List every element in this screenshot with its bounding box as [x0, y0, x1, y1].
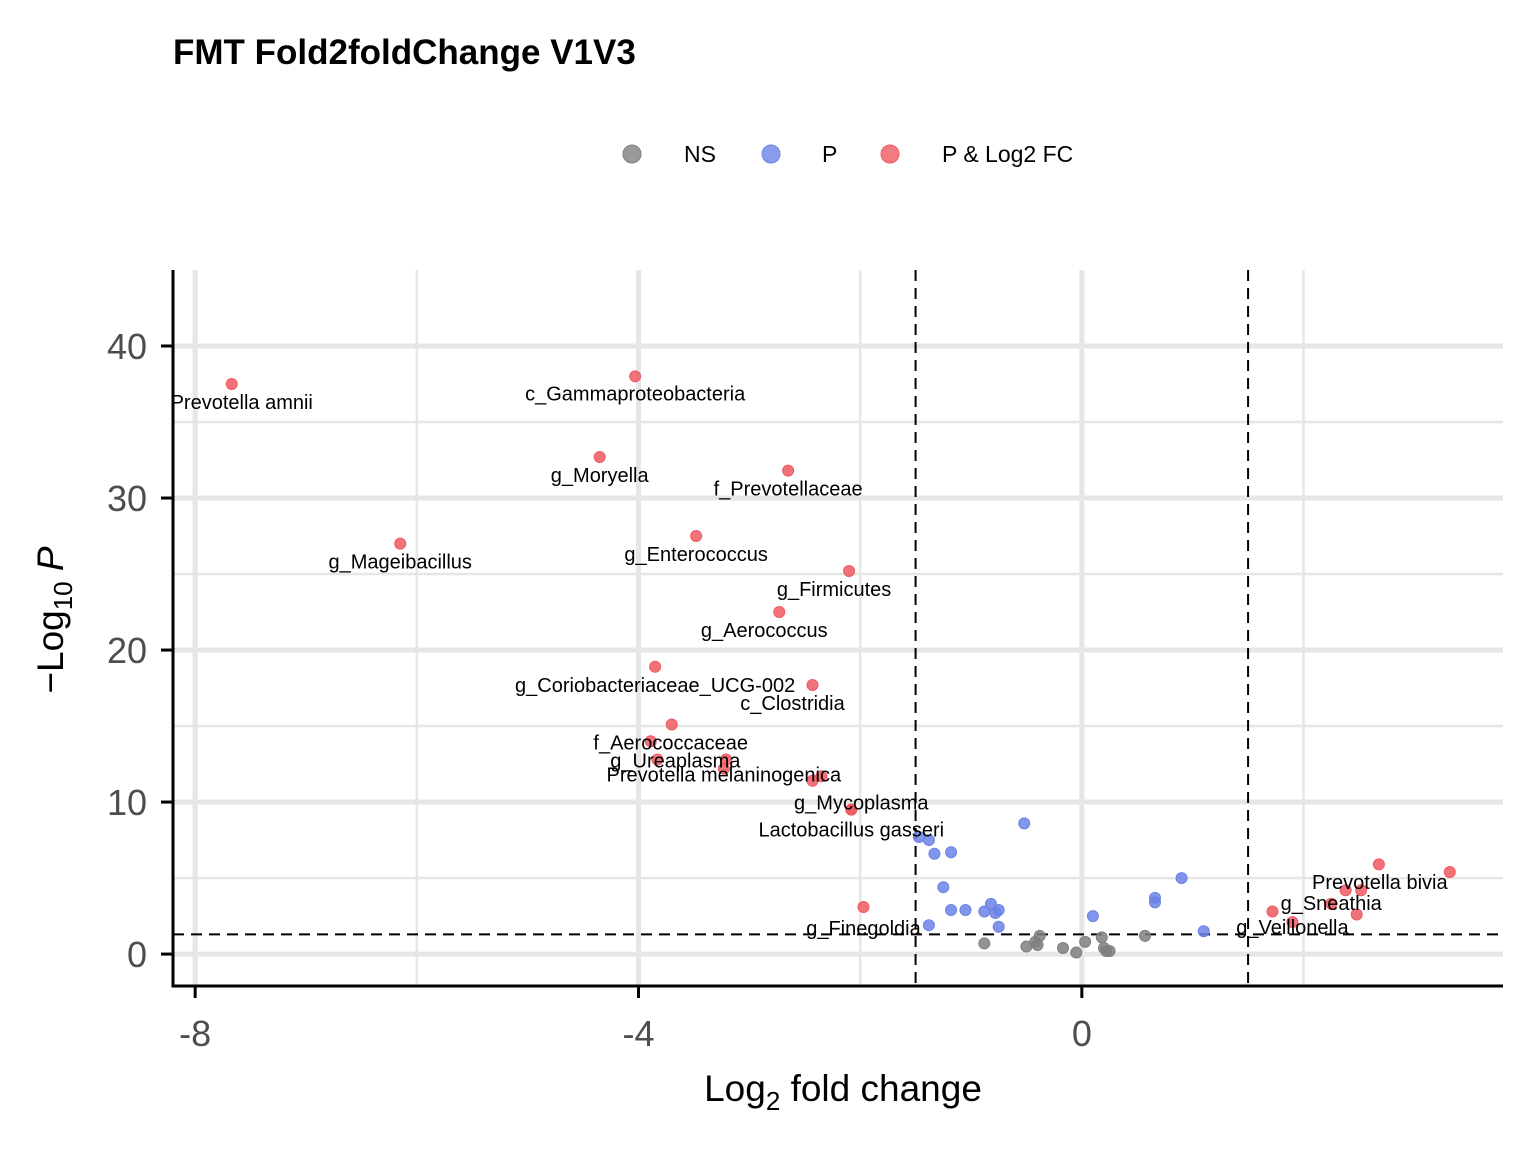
data-point	[773, 606, 786, 619]
point-label: Prevotella melaninogenica	[607, 765, 842, 787]
point-label: f_Aerococcaceae	[593, 732, 748, 754]
y-tick-label: 30	[107, 478, 147, 519]
point-label: c_Clostridia	[740, 693, 845, 715]
data-point	[1372, 858, 1385, 871]
y-axis-label-suffix: P	[30, 546, 71, 581]
data-point	[1079, 935, 1092, 948]
point-label: g_Ureaplasma	[610, 750, 741, 772]
point-label: g_Moryella	[551, 465, 650, 487]
point-label: g_Mageibacillus	[328, 552, 471, 574]
data-point	[225, 378, 238, 391]
data-point	[992, 903, 1005, 916]
data-point	[651, 753, 664, 766]
x-tick-label: -4	[622, 1013, 654, 1054]
data-point	[1339, 884, 1352, 897]
y-tick-label: 20	[107, 630, 147, 671]
data-point	[1018, 817, 1031, 830]
data-point	[717, 762, 730, 775]
legend-marker	[761, 144, 781, 164]
y-tick-label: 10	[107, 782, 147, 823]
data-point	[1350, 908, 1363, 921]
data-point	[857, 900, 870, 913]
point-label: g_Coriobacteriaceae_UCG-002	[515, 675, 795, 697]
point-label: g_Enterococcus	[624, 544, 767, 566]
data-point	[593, 450, 606, 463]
y-tick-label: 40	[107, 326, 147, 367]
point-label: f_Prevotellaceae	[714, 479, 863, 501]
data-point	[1095, 931, 1108, 944]
data-point	[1355, 884, 1368, 897]
data-point	[1266, 905, 1279, 918]
point-label: g_Veillonella	[1236, 917, 1349, 939]
point-label: g_Aerococcus	[701, 620, 828, 642]
y-axis-label-prefix: −Log	[30, 610, 71, 693]
point-label: g_Mycoplasma	[794, 793, 929, 815]
data-point	[922, 834, 935, 847]
y-axis-label-subscript: 10	[48, 581, 78, 610]
axes: 0 10 20 30 40 -8 -4 0	[107, 270, 1503, 1054]
data-point	[945, 846, 958, 859]
x-axis-label-subscript: 2	[766, 1086, 780, 1116]
point-label: g_Firmicutes	[777, 579, 891, 601]
legend-label: P & Log2 FC	[942, 141, 1073, 167]
data-point	[843, 564, 856, 577]
data-point	[1056, 941, 1069, 954]
legend-label: NS	[684, 141, 716, 167]
data-point	[845, 803, 858, 816]
data-point	[644, 735, 657, 748]
chart-title: FMT Fold2foldChange V1V3	[173, 33, 636, 72]
data-point	[394, 537, 407, 550]
legend-marker	[622, 144, 642, 164]
data-point	[1086, 910, 1099, 923]
x-axis-label-suffix: fold change	[780, 1068, 982, 1109]
data-point	[1286, 916, 1299, 929]
data-points	[225, 370, 1456, 959]
grid	[173, 270, 1503, 986]
legend: NS P P & Log2 FC	[622, 141, 1073, 167]
data-point	[806, 679, 819, 692]
data-point	[945, 903, 958, 916]
point-label: g_Finegoldia	[806, 918, 921, 940]
data-point	[806, 774, 819, 787]
y-axis-label: −Log10 P	[30, 546, 78, 694]
data-point	[629, 370, 642, 383]
x-tick-label: -8	[179, 1013, 211, 1054]
y-tick-label: 0	[127, 934, 147, 975]
data-point	[992, 920, 1005, 933]
data-point	[928, 847, 941, 860]
data-point	[937, 881, 950, 894]
legend-label: P	[822, 141, 837, 167]
data-point	[782, 464, 795, 477]
data-point	[690, 530, 703, 543]
data-point	[1148, 896, 1161, 909]
point-label: Prevotella bivia	[1312, 872, 1449, 894]
legend-marker	[880, 144, 900, 164]
data-point	[978, 937, 991, 950]
data-point	[649, 660, 662, 673]
data-point	[1139, 929, 1152, 942]
data-point	[1325, 897, 1338, 910]
data-point	[959, 903, 972, 916]
x-tick-label: 0	[1072, 1013, 1092, 1054]
data-point	[1031, 938, 1044, 951]
x-axis-label: Log2 fold change	[704, 1068, 982, 1116]
point-labels: Prevotella amnii c_Gammaproteobacteria g_M…	[171, 383, 1449, 940]
data-point	[1443, 865, 1456, 878]
point-label: Lactobacillus gasseri	[758, 820, 944, 842]
threshold-lines	[173, 270, 1503, 986]
data-point	[665, 718, 678, 731]
point-label: Prevotella amnii	[171, 392, 313, 414]
point-label: c_Gammaproteobacteria	[525, 383, 746, 405]
data-point	[1103, 945, 1116, 958]
point-label: g_Sneathia	[1281, 893, 1383, 915]
data-point	[1175, 872, 1188, 885]
data-point	[922, 919, 935, 932]
x-axis-label-prefix: Log	[704, 1068, 766, 1109]
data-point	[1070, 946, 1083, 959]
data-point	[1197, 925, 1210, 938]
